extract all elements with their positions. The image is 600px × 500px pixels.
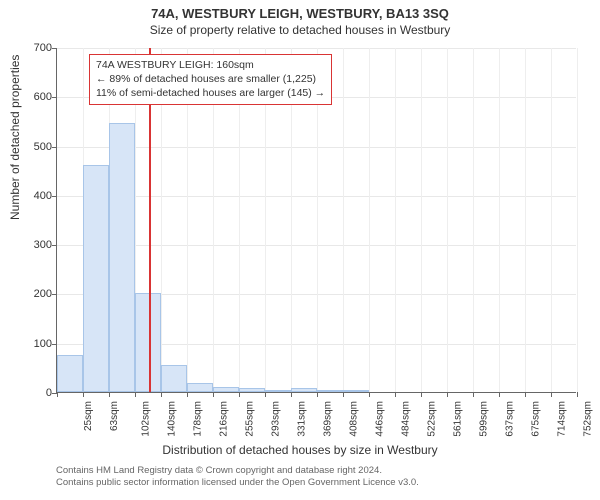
histogram-bar (265, 390, 291, 392)
histogram-bar (291, 388, 318, 392)
ytick-mark (52, 294, 57, 295)
gridline-v (369, 48, 370, 392)
x-axis-label: Distribution of detached houses by size … (0, 443, 600, 457)
xtick-label: 369sqm (322, 401, 333, 437)
gridline-v (577, 48, 578, 392)
histogram-bar (187, 383, 214, 392)
xtick-label: 255sqm (245, 401, 256, 437)
gridline-v (473, 48, 474, 392)
xtick-mark (239, 392, 240, 397)
xtick-mark (265, 392, 266, 397)
xtick-mark (551, 392, 552, 397)
xtick-mark (421, 392, 422, 397)
ytick-label: 200 (12, 288, 52, 300)
histogram-bar (239, 388, 265, 392)
xtick-label: 599sqm (479, 401, 490, 437)
xtick-label: 522sqm (426, 401, 437, 437)
ytick-mark (52, 344, 57, 345)
gridline-v (499, 48, 500, 392)
xtick-label: 102sqm (141, 401, 152, 437)
histogram-bar (161, 365, 187, 392)
xtick-label: 25sqm (83, 401, 94, 431)
xtick-label: 331sqm (297, 401, 308, 437)
xtick-label: 675sqm (530, 401, 541, 437)
footer-line2: Contains public sector information licen… (56, 477, 419, 489)
info-line: 74A WESTBURY LEIGH: 160sqm (96, 58, 325, 72)
ytick-mark (52, 147, 57, 148)
xtick-mark (369, 392, 370, 397)
gridline-v (447, 48, 448, 392)
xtick-label: 408sqm (349, 401, 360, 437)
histogram-bar (57, 355, 83, 392)
info-box: 74A WESTBURY LEIGH: 160sqm← 89% of detac… (89, 54, 332, 105)
plot-area: 74A WESTBURY LEIGH: 160sqm← 89% of detac… (56, 48, 576, 393)
xtick-mark (343, 392, 344, 397)
xtick-mark (135, 392, 136, 397)
xtick-mark (473, 392, 474, 397)
xtick-label: 446sqm (375, 401, 386, 437)
xtick-mark (395, 392, 396, 397)
gridline-v (421, 48, 422, 392)
ytick-label: 600 (12, 91, 52, 103)
ytick-label: 0 (12, 387, 52, 399)
footer: Contains HM Land Registry data © Crown c… (56, 465, 419, 490)
ytick-mark (52, 196, 57, 197)
histogram-bar (317, 390, 343, 392)
xtick-label: 63sqm (109, 401, 120, 431)
ytick-mark (52, 48, 57, 49)
xtick-label: 561sqm (453, 401, 464, 437)
ytick-label: 500 (12, 141, 52, 153)
xtick-label: 178sqm (193, 401, 204, 437)
xtick-mark (213, 392, 214, 397)
histogram-bar (343, 390, 369, 392)
ytick-label: 400 (12, 190, 52, 202)
chart-container: 74A, WESTBURY LEIGH, WESTBURY, BA13 3SQ … (0, 0, 600, 500)
histogram-bar (83, 165, 110, 392)
xtick-label: 484sqm (401, 401, 412, 437)
xtick-label: 216sqm (218, 401, 229, 437)
ytick-label: 300 (12, 239, 52, 251)
xtick-label: 293sqm (271, 401, 282, 437)
xtick-mark (187, 392, 188, 397)
info-line: ← 89% of detached houses are smaller (1,… (96, 72, 325, 86)
xtick-mark (57, 392, 58, 397)
xtick-mark (525, 392, 526, 397)
gridline-v (343, 48, 344, 392)
chart-title-sub: Size of property relative to detached ho… (0, 21, 600, 37)
gridline-v (551, 48, 552, 392)
histogram-bar (109, 123, 135, 392)
ytick-label: 700 (12, 42, 52, 54)
xtick-label: 714sqm (557, 401, 568, 437)
xtick-mark (291, 392, 292, 397)
info-line: 11% of semi-detached houses are larger (… (96, 86, 325, 100)
ytick-mark (52, 97, 57, 98)
xtick-mark (499, 392, 500, 397)
xtick-mark (317, 392, 318, 397)
gridline-v (525, 48, 526, 392)
footer-line1: Contains HM Land Registry data © Crown c… (56, 465, 419, 477)
ytick-label: 100 (12, 338, 52, 350)
gridline-v (395, 48, 396, 392)
xtick-mark (83, 392, 84, 397)
xtick-mark (447, 392, 448, 397)
xtick-mark (161, 392, 162, 397)
xtick-mark (109, 392, 110, 397)
xtick-label: 637sqm (505, 401, 516, 437)
xtick-label: 140sqm (167, 401, 178, 437)
histogram-bar (213, 387, 239, 392)
chart-title-main: 74A, WESTBURY LEIGH, WESTBURY, BA13 3SQ (0, 0, 600, 21)
xtick-label: 752sqm (583, 401, 594, 437)
xtick-mark (577, 392, 578, 397)
ytick-mark (52, 245, 57, 246)
